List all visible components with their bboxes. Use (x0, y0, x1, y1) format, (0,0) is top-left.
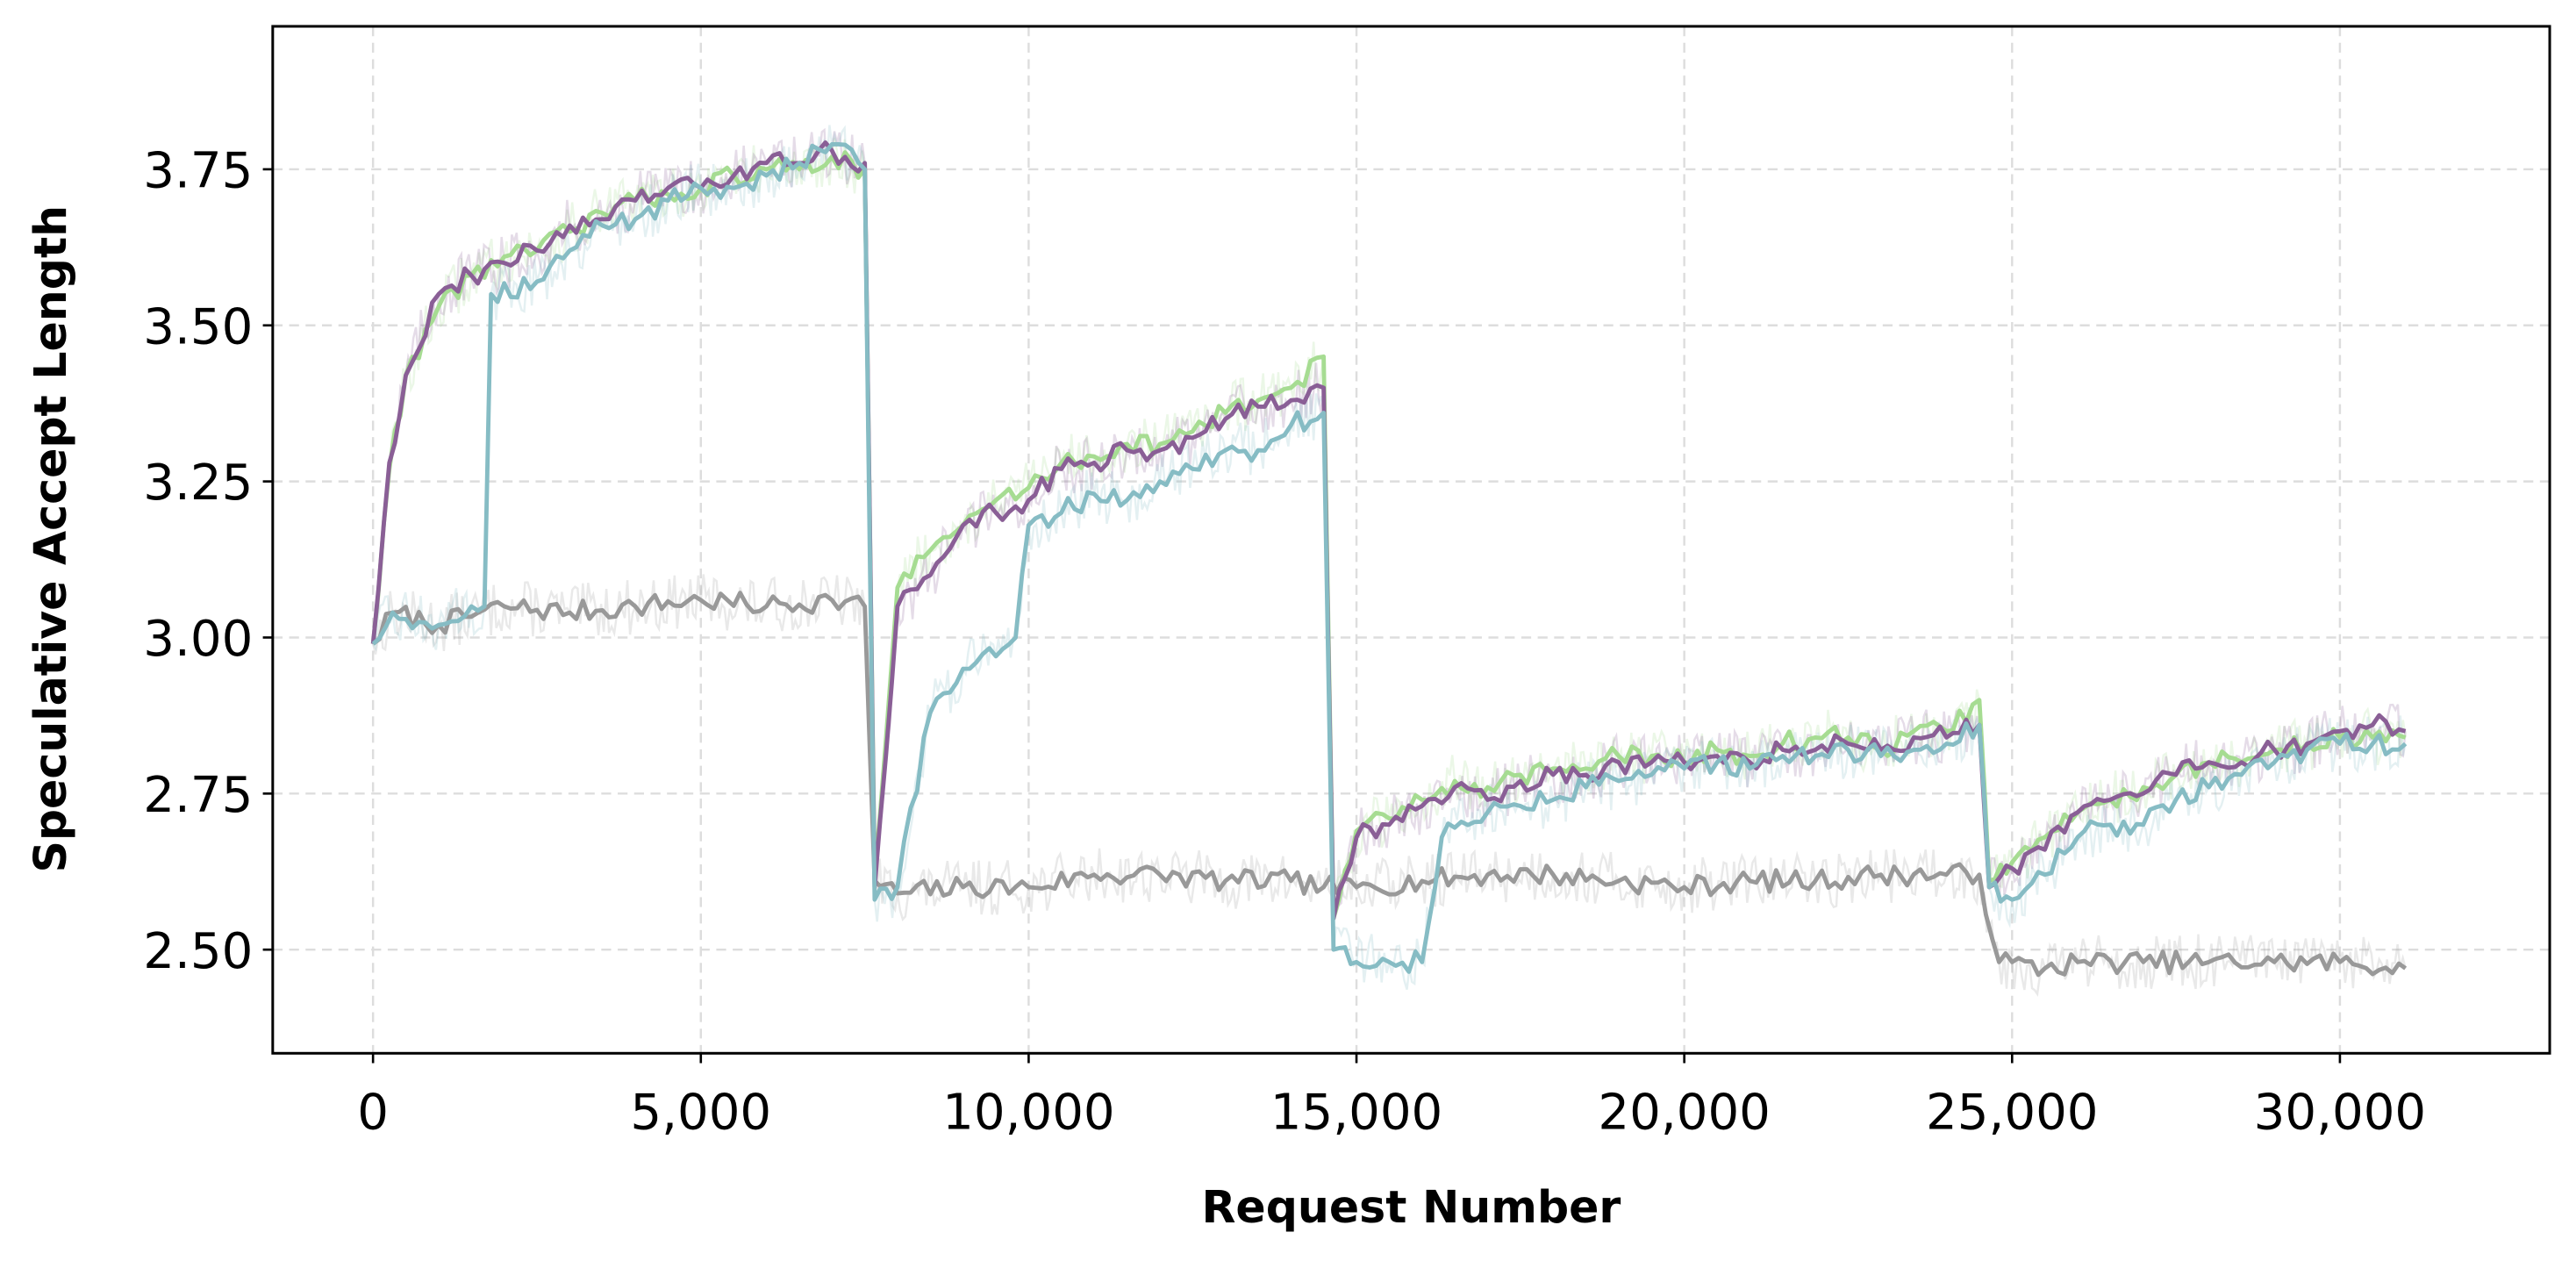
x-tick-label: 25,000 (1926, 1084, 2099, 1141)
x-tick-label: 30,000 (2254, 1084, 2427, 1141)
series-line-teal (371, 142, 2408, 974)
grid-lines (272, 26, 2551, 1054)
x-tick-label: 15,000 (1270, 1084, 1443, 1141)
series-line-gray (371, 591, 2408, 978)
y-tick-label: 2.50 (143, 923, 253, 980)
y-tick-label: 2.75 (143, 767, 253, 824)
series-raw-line-teal (372, 125, 2407, 990)
series-line-purple (370, 140, 2407, 921)
series-line-green (370, 150, 2407, 921)
series-lines (370, 125, 2408, 998)
plot-frame (271, 25, 2551, 1055)
axis-ticks: 0 5,000 10,000 15,000 20,000 25,000 30,000 2.50… (143, 143, 2426, 1142)
y-tick-label: 3.25 (143, 455, 253, 512)
x-tick-label: 0 (357, 1084, 389, 1141)
x-tick-label: 5,000 (630, 1084, 771, 1141)
series-raw-line-gray (372, 574, 2407, 998)
y-tick-label: 3.75 (143, 143, 253, 200)
x-axis-label: Request Number (1202, 1181, 1621, 1233)
x-tick-label: 10,000 (942, 1084, 1115, 1141)
y-tick-label: 3.50 (143, 298, 253, 355)
y-axis-label: Speculative Accept Length (25, 205, 76, 873)
x-tick-label: 20,000 (1598, 1084, 1771, 1141)
y-tick-label: 3.00 (143, 611, 253, 668)
